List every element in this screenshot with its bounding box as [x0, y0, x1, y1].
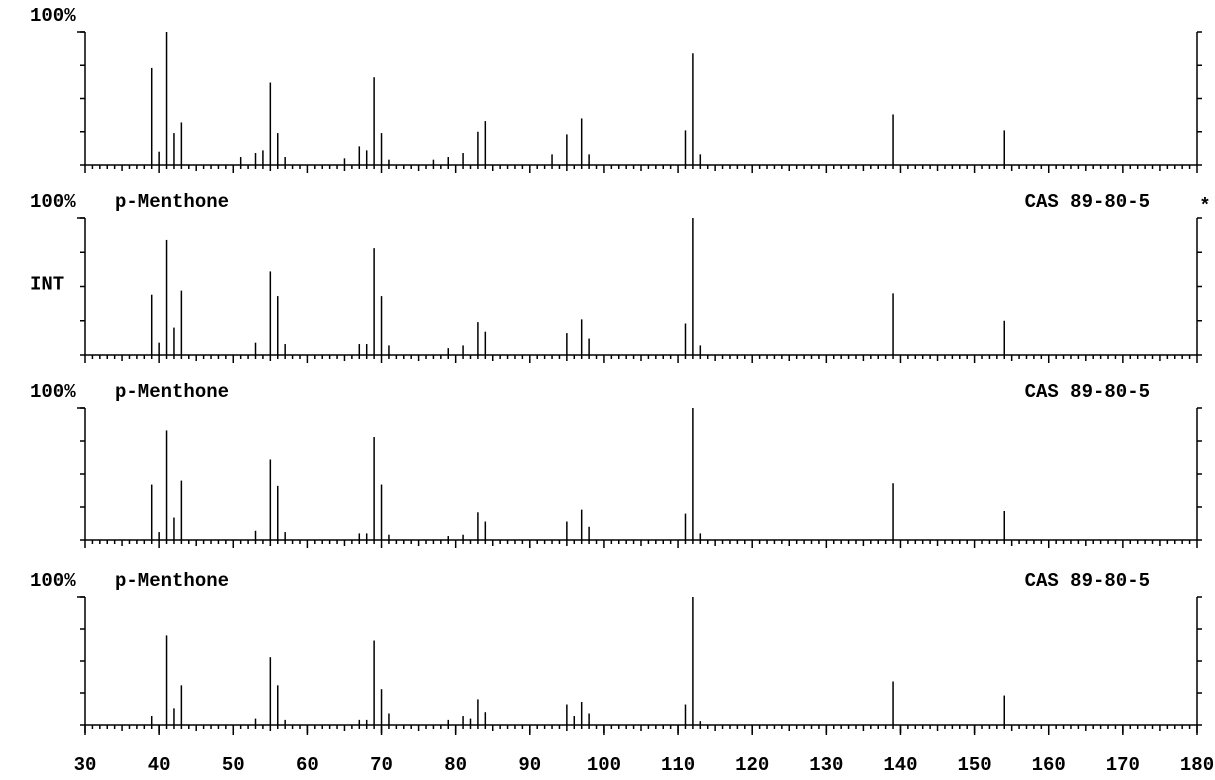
- x-tick-label: 90: [518, 754, 541, 776]
- annotation: CAS 89-80-5: [1025, 381, 1150, 403]
- x-tick-label: 150: [957, 754, 991, 776]
- panel-title: p-Menthone: [115, 191, 229, 213]
- x-tick-label: 140: [883, 754, 917, 776]
- y-tick-label: 100%: [30, 5, 76, 27]
- x-tick-label: 120: [735, 754, 769, 776]
- y-axis-label: INT: [30, 274, 64, 296]
- x-tick-label: 110: [661, 754, 695, 776]
- x-tick-label: 80: [444, 754, 467, 776]
- y-tick-label: 100%: [30, 191, 76, 213]
- x-tick-label: 170: [1106, 754, 1140, 776]
- x-tick-label: 30: [74, 754, 97, 776]
- x-tick-label: 180: [1180, 754, 1214, 776]
- panel-title: p-Menthone: [115, 381, 229, 403]
- x-tick-label: 40: [148, 754, 171, 776]
- annotation: CAS 89-80-5: [1025, 570, 1150, 592]
- x-tick-label: 100: [587, 754, 621, 776]
- x-tick-label: 130: [809, 754, 843, 776]
- annotation: CAS 89-80-5: [1025, 191, 1150, 213]
- x-tick-label: 50: [222, 754, 245, 776]
- x-tick-label: 60: [296, 754, 319, 776]
- x-tick-label: 70: [370, 754, 393, 776]
- panel-title: p-Menthone: [115, 570, 229, 592]
- y-tick-label: 100%: [30, 381, 76, 403]
- annotation: *: [1199, 195, 1210, 217]
- x-tick-label: 160: [1032, 754, 1066, 776]
- y-tick-label: 100%: [30, 570, 76, 592]
